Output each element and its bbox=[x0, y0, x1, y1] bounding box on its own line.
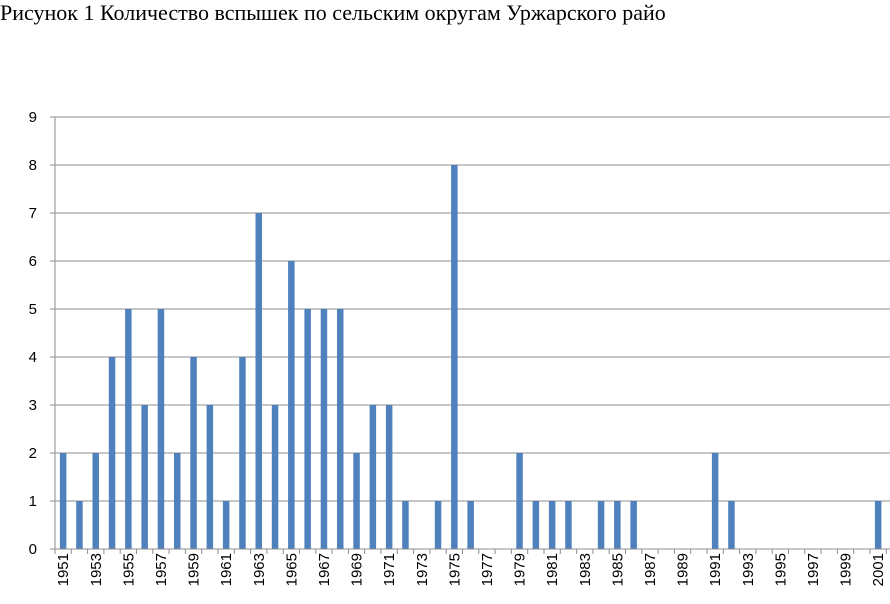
x-tick-label: 1961 bbox=[218, 553, 235, 586]
bar-1972 bbox=[402, 501, 409, 549]
x-tick-label: 1997 bbox=[805, 553, 822, 586]
bar-1964 bbox=[271, 405, 279, 549]
bar-1951 bbox=[59, 453, 67, 549]
x-tick-label: 1967 bbox=[316, 553, 333, 586]
y-tick-label: 8 bbox=[29, 157, 37, 174]
x-tick-label: 1977 bbox=[479, 553, 496, 586]
x-tick-label: 2001 bbox=[870, 553, 887, 586]
bar-1967 bbox=[320, 309, 328, 549]
bar-1968 bbox=[337, 309, 344, 549]
bar-1982 bbox=[565, 501, 572, 549]
x-tick-label: 1993 bbox=[740, 553, 757, 586]
x-tick-label: 1975 bbox=[446, 553, 463, 586]
x-tick-label: 1987 bbox=[642, 553, 659, 586]
bar-1991 bbox=[711, 453, 719, 549]
x-tick-label: 1969 bbox=[349, 553, 366, 586]
x-tick-label: 1973 bbox=[414, 553, 431, 586]
bar-1985 bbox=[614, 501, 621, 549]
bar-1980 bbox=[532, 501, 540, 549]
x-tick-label: 1953 bbox=[88, 553, 105, 586]
bar-1981 bbox=[548, 501, 556, 549]
x-tick-label: 1951 bbox=[55, 553, 72, 586]
bar-1963 bbox=[255, 213, 262, 549]
bar-1965 bbox=[288, 261, 295, 549]
bar-1952 bbox=[76, 501, 83, 549]
figure-caption: Рисунок 1 Количество вспышек по сельским… bbox=[0, 0, 666, 25]
x-tick-label: 1995 bbox=[772, 553, 789, 586]
bar-1986 bbox=[630, 501, 637, 549]
bars bbox=[59, 165, 882, 549]
x-tick-label: 1981 bbox=[544, 553, 561, 586]
bar-1992 bbox=[728, 501, 735, 549]
x-tick-label: 1965 bbox=[283, 553, 300, 586]
bar-1976 bbox=[467, 501, 474, 549]
x-tick-labels: 1951 1953 1955 1957 1959 1961 1963 1965 1967 1969… bbox=[55, 553, 887, 586]
x-tick-label: 1959 bbox=[186, 553, 203, 586]
y-tick-label: 7 bbox=[29, 205, 37, 222]
x-tick-label: 1971 bbox=[381, 553, 398, 586]
y-tick-label: 9 bbox=[29, 109, 37, 126]
y-tick-label: 5 bbox=[29, 301, 37, 318]
y-tick-label: 1 bbox=[29, 493, 37, 510]
bar-1966 bbox=[304, 309, 311, 549]
bar-1961 bbox=[222, 501, 230, 549]
bar-1979 bbox=[516, 453, 523, 549]
axes bbox=[50, 116, 890, 554]
bar-1953 bbox=[92, 453, 99, 549]
bar-1969 bbox=[353, 453, 360, 549]
bar-1984 bbox=[597, 501, 605, 549]
x-tick-label: 1991 bbox=[707, 553, 724, 586]
y-tick-labels: 0 1 2 3 4 5 6 7 8 9 bbox=[29, 109, 37, 558]
x-tick-label: 1979 bbox=[512, 553, 529, 586]
bar-1954 bbox=[108, 357, 116, 549]
y-tick-label: 2 bbox=[29, 445, 37, 462]
y-tick-label: 4 bbox=[29, 349, 37, 366]
bar-1959 bbox=[190, 357, 197, 549]
bar-1962 bbox=[239, 357, 246, 549]
bar-1975 bbox=[451, 165, 458, 549]
bar-2001 bbox=[874, 501, 882, 549]
y-tick-label: 3 bbox=[29, 397, 37, 414]
y-tick-label: 0 bbox=[29, 541, 37, 558]
x-tick-label: 1999 bbox=[838, 553, 855, 586]
x-tick-label: 1983 bbox=[577, 553, 594, 586]
bar-1955 bbox=[125, 309, 132, 549]
bar-1974 bbox=[434, 501, 442, 549]
bar-1971 bbox=[385, 405, 393, 549]
bar-1957 bbox=[157, 309, 165, 549]
x-tick-label: 1957 bbox=[153, 553, 170, 586]
bar-1960 bbox=[206, 405, 214, 549]
gridlines bbox=[55, 116, 890, 502]
x-tick-label: 1985 bbox=[609, 553, 626, 586]
bar-1956 bbox=[141, 405, 148, 549]
bar-1958 bbox=[174, 453, 181, 549]
x-tick-label: 1989 bbox=[675, 553, 692, 586]
x-tick-label: 1963 bbox=[251, 553, 268, 586]
y-tick-label: 6 bbox=[29, 253, 37, 270]
bar-1970 bbox=[369, 405, 377, 549]
x-tick-label: 1955 bbox=[120, 553, 137, 586]
